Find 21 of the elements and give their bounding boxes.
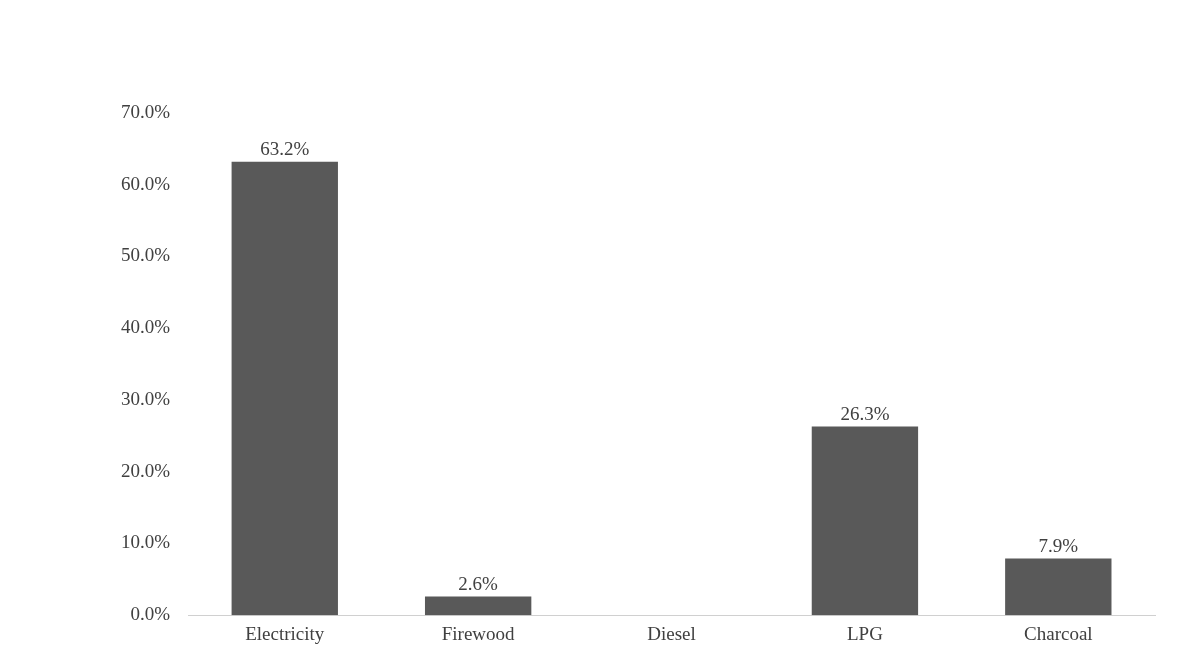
y-tick-label: 10.0%	[121, 531, 171, 553]
x-tick-label: Firewood	[441, 622, 516, 644]
data-label: 26.3%	[840, 403, 890, 424]
x-tick-label: Charcoal	[1024, 622, 1093, 644]
data-label: 2.6%	[458, 573, 499, 595]
x-tick-label: LPG	[846, 622, 884, 644]
y-tick-label: 30.0%	[121, 387, 171, 409]
bar	[231, 161, 338, 616]
x-tick-label: Diesel	[647, 622, 696, 644]
bar	[424, 596, 532, 616]
y-tick-label: 40.0%	[121, 316, 171, 338]
bar	[1005, 558, 1112, 616]
y-tick-label: 60.0%	[121, 172, 171, 194]
y-tick-label: 20.0%	[121, 459, 171, 481]
y-tick-label: 0.0%	[130, 603, 171, 625]
bar	[811, 426, 919, 616]
x-tick-label: Electricity	[245, 622, 325, 644]
data-label: 63.2%	[260, 138, 310, 160]
data-label: 7.9%	[1038, 535, 1079, 557]
y-tick-label: 50.0%	[121, 244, 171, 266]
y-tick-label: 70.0%	[121, 100, 171, 122]
